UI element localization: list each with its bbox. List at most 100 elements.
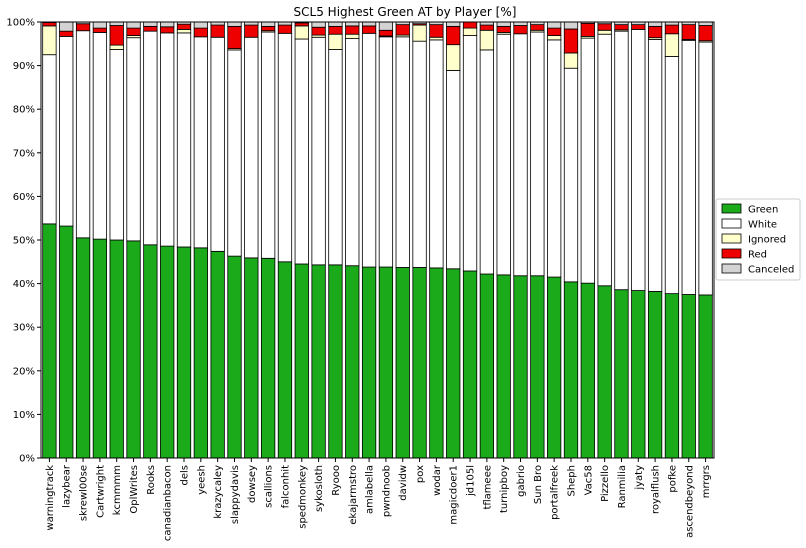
bar-green-canadianbacon: [160, 245, 175, 459]
bar-green-pizzello: [597, 285, 612, 459]
bar-green-ryooo: [328, 264, 343, 459]
bar-stack-sun-bro: [530, 21, 545, 459]
bar-green-tflameee: [479, 273, 494, 459]
bar-stack-canadianbacon: [160, 21, 175, 459]
bar-stack-warningtrack: [42, 21, 57, 459]
x-tick-label: pofke: [667, 465, 678, 493]
bar-stack-portalfreek: [547, 21, 562, 459]
bar-canceled-slappydavis: [227, 21, 242, 27]
bar-red-lazybear: [59, 30, 74, 37]
bar-white-skrewl00se: [75, 30, 91, 239]
x-tick-label: canadianbacon: [163, 465, 174, 541]
bar-canceled-royalflush: [647, 21, 663, 27]
bar-stack-vac58: [580, 21, 595, 459]
bar-green-royalflush: [647, 291, 663, 459]
bar-green-scallions: [261, 257, 276, 459]
bar-stack-ascendbeyond: [681, 21, 696, 459]
x-tick-label: spedmonkey: [297, 465, 308, 529]
bar-canceled-mrrgrs: [698, 21, 713, 26]
bar-canceled-sykosloth: [311, 21, 326, 28]
x-tick-label: Sheph: [566, 465, 577, 497]
bar-stack-rooks: [143, 21, 158, 459]
bar-white-falconhit: [277, 32, 293, 263]
bar-white-royalflush: [647, 39, 663, 292]
bar-green-vac58: [580, 282, 595, 459]
bar-green-jyaty: [631, 290, 646, 459]
bar-ignored-ekajarmstro: [345, 33, 360, 39]
bar-red-oplwrites: [126, 27, 141, 36]
x-tick-label: ascendbeyond: [684, 465, 695, 538]
bar-green-krazycaley: [210, 250, 225, 459]
y-tick-label: 90%: [13, 61, 35, 72]
bar-green-sheph: [563, 281, 579, 459]
bar-red-amlabella: [361, 25, 377, 34]
bar-red-falconhit: [277, 24, 293, 34]
bar-white-ekajarmstro: [345, 38, 360, 267]
x-tick-label: wodar: [432, 464, 443, 496]
x-axis: warningtrack lazybear skrewl00se Cartwright…: [45, 458, 712, 541]
bar-red-ryooo: [328, 25, 343, 35]
bar-stack-jyaty: [631, 21, 646, 459]
bar-stack-lazybear: [59, 21, 74, 459]
bar-ignored-magicdoer1: [446, 44, 461, 71]
bar-green-gabrio: [513, 275, 528, 459]
x-tick-label: warningtrack: [45, 465, 56, 531]
bar-stack-royalflush: [647, 21, 663, 459]
bar-red-pizzello: [597, 23, 612, 31]
x-tick-label: falconhit: [280, 465, 291, 508]
bar-red-wodar: [429, 24, 444, 38]
bar-white-oplwrites: [126, 37, 141, 242]
bar-ignored-tflameee: [479, 29, 494, 51]
x-tick-label: Ryooo: [331, 465, 342, 496]
bar-ignored-portalfreek: [547, 35, 562, 41]
bar-white-pwndnoob: [378, 36, 394, 268]
x-tick-label: krazycaley: [213, 465, 224, 519]
legend-label-green: Green: [748, 205, 778, 216]
bar-white-mrrgrs: [698, 41, 713, 296]
bar-red-vac58: [580, 22, 595, 37]
x-tick-label: jyaty: [634, 465, 645, 491]
legend-swatch-canceled: [721, 263, 742, 274]
bar-white-ranmilia: [614, 30, 629, 291]
x-tick-label: pwndnoob: [381, 465, 392, 517]
x-tick-label: mrrgrs: [701, 465, 712, 498]
bar-ignored-dels: [176, 29, 192, 34]
y-tick-label: 60%: [13, 192, 35, 203]
bar-white-kcmmmm: [109, 49, 124, 241]
bar-red-krazycaley: [210, 24, 225, 38]
bar-green-slappydavis: [227, 255, 242, 459]
bar-stack-mrrgrs: [698, 21, 713, 459]
bar-canceled-turnipboy: [496, 21, 511, 27]
y-tick-label: 30%: [13, 323, 35, 334]
x-tick-label: amlabella: [365, 465, 376, 514]
bar-canceled-scallions: [261, 21, 276, 27]
bar-white-yeesh: [193, 36, 208, 249]
bar-red-portalfreek: [547, 27, 562, 36]
bar-canceled-canadianbacon: [160, 21, 175, 28]
bar-green-dowsey: [244, 257, 259, 459]
bar-white-krazycaley: [210, 36, 225, 252]
x-tick-label: Vac58: [583, 465, 594, 495]
bar-green-amlabella: [361, 266, 377, 459]
bar-canceled-oplwrites: [126, 21, 141, 29]
bar-red-mrrgrs: [698, 25, 713, 42]
bar-stack-gabrio: [513, 21, 528, 459]
bar-canceled-magicdoer1: [446, 21, 461, 27]
bar-ignored-sheph: [563, 52, 579, 69]
bar-ignored-jd105l: [462, 27, 478, 36]
bar-stack-davidw: [395, 21, 410, 459]
bar-ignored-pox: [412, 24, 427, 42]
bar-canceled-kcmmmm: [109, 21, 124, 26]
bar-white-turnipboy: [496, 33, 511, 276]
bar-green-pox: [412, 267, 427, 459]
x-tick-label: Rooks: [146, 465, 157, 495]
bar-green-sykosloth: [311, 264, 326, 459]
y-tick-label: 0%: [19, 454, 35, 465]
bar-white-amlabella: [361, 32, 377, 268]
bar-white-pox: [412, 40, 427, 268]
bar-white-spedmonkey: [294, 38, 309, 265]
bar-white-lazybear: [59, 35, 74, 227]
legend-swatch-ignored: [721, 233, 742, 244]
bar-green-mrrgrs: [698, 294, 713, 459]
bar-white-dowsey: [244, 36, 259, 259]
